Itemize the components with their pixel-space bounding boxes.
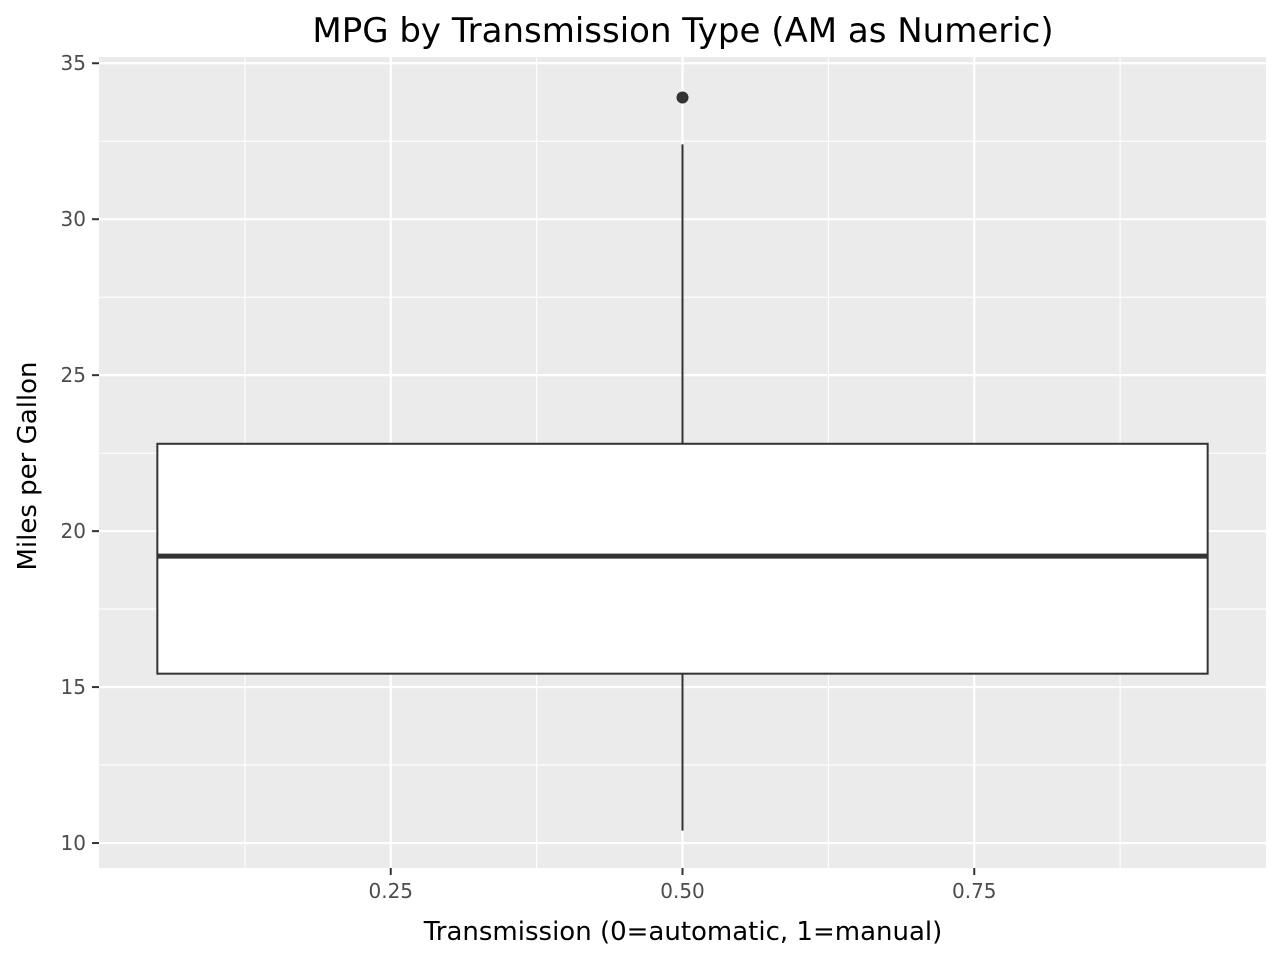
y-tick-label: 15 [61,675,86,699]
x-axis-label: Transmission (0=automatic, 1=manual) [423,917,943,947]
y-tick-label: 20 [61,519,86,543]
y-tick-label: 10 [61,831,86,855]
y-tick-label: 30 [61,207,86,231]
outlier-point [676,91,689,104]
y-axis: 10 15 20 25 30 35 [61,51,99,855]
box-iqr [156,442,1209,675]
y-axis-label: Miles per Gallon [13,361,43,570]
x-tick-label: 0.75 [952,879,997,903]
x-tick-label: 0.50 [660,879,705,903]
y-tick-label: 35 [61,51,86,75]
x-tick-label: 0.25 [368,879,413,903]
boxes [156,91,1209,831]
x-axis: 0.25 0.50 0.75 [368,868,997,903]
y-tick-label: 25 [61,363,86,387]
chart-title: MPG by Transmission Type (AM as Numeric) [312,11,1053,51]
